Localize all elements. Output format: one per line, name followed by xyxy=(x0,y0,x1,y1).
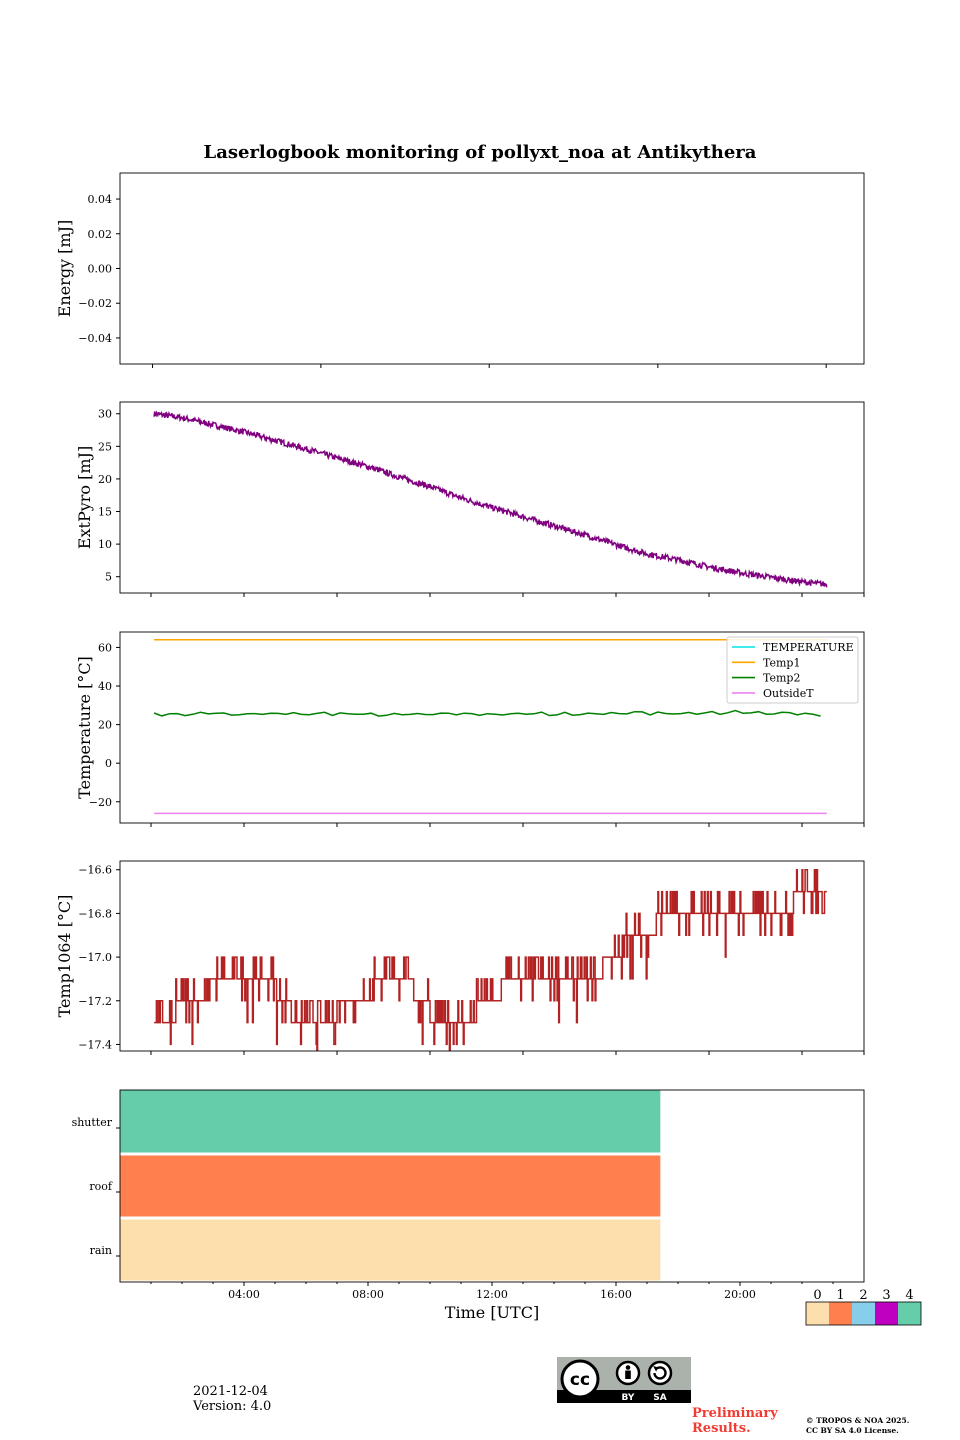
series-line-extpyro xyxy=(153,410,828,588)
series-group xyxy=(153,410,828,588)
y-tick-label: −16.8 xyxy=(78,907,112,920)
copyright-line-1: © TROPOS & NOA 2025. xyxy=(806,1416,910,1425)
y-tick-label: 0.00 xyxy=(88,263,113,276)
x-tick-label: 12:00 xyxy=(476,1288,508,1301)
colorbar-label-1: 1 xyxy=(836,1288,844,1303)
panel-extpyro: 5 10 15 20 25 30 ExtPyro [mJ] xyxy=(75,401,865,597)
y-axis-label: Energy [mJ] xyxy=(55,220,74,318)
y-tick-label: 25 xyxy=(98,440,112,453)
y-tick-label: 0 xyxy=(105,757,112,770)
colorbar-swatch-0 xyxy=(806,1302,829,1325)
row-label-shutter: shutter xyxy=(72,1116,113,1129)
series-line-temp1064 xyxy=(154,868,827,1051)
panel-temp1064: −17.4 −17.2 −17.0 −16.8 −16.6 Temp1064 [°C] xyxy=(55,860,865,1055)
y-tick-label: 20 xyxy=(98,719,112,732)
series-line-temp2 xyxy=(153,709,821,717)
series-group xyxy=(154,868,827,1051)
legend: TEMPERATURE Temp1 Temp2 OutsideT xyxy=(726,636,859,704)
y-axis-label: ExtPyro [mJ] xyxy=(75,446,94,549)
status-bar-rain xyxy=(120,1219,661,1281)
row-label-roof: roof xyxy=(89,1180,113,1193)
y-tick-label: −17.0 xyxy=(78,951,112,964)
y-axis-label: Temperature [°C] xyxy=(75,656,94,799)
y-tick-label: 0.02 xyxy=(88,228,113,241)
cc-by-label: BY xyxy=(622,1393,635,1403)
y-tick-label: −16.6 xyxy=(78,864,112,877)
axes-frame xyxy=(119,172,865,365)
series-group xyxy=(153,638,827,815)
panel-status: shutter roof rain 04:00 08:00 12:00 16:00 20:00… xyxy=(72,1089,922,1326)
y-tick-label: 40 xyxy=(98,680,112,693)
footer-version: Version: 4.0 xyxy=(193,1399,272,1414)
colorbar-swatch-4 xyxy=(898,1302,921,1325)
preliminary-line-2: Results. xyxy=(692,1421,751,1436)
x-tick-label: 08:00 xyxy=(352,1288,384,1301)
x-axis-label: Time [UTC] xyxy=(445,1303,539,1322)
legend-label-outsidet: OutsideT xyxy=(763,687,814,700)
colorbar-label-2: 2 xyxy=(859,1288,867,1303)
cc-by-sa-badge: cc BY SA xyxy=(557,1357,691,1403)
x-tick-label: 04:00 xyxy=(228,1288,260,1301)
y-tick-label: −17.4 xyxy=(78,1038,112,1051)
x-tick-label: 20:00 xyxy=(724,1288,756,1301)
status-bar-shutter xyxy=(120,1090,661,1153)
svg-text:cc: cc xyxy=(570,1370,590,1390)
legend-box xyxy=(726,636,859,704)
row-label-rain: rain xyxy=(90,1244,112,1257)
panel-temperature: −20 0 20 40 60 Temperature [°C] TEMPERATURE Tem… xyxy=(75,631,865,827)
preliminary-notice: Preliminary Results. xyxy=(692,1406,778,1436)
cc-sa-label: SA xyxy=(653,1393,666,1403)
colorbar-frame xyxy=(805,1301,922,1326)
footer-date-block: 2021-12-04 Version: 4.0 xyxy=(193,1384,271,1414)
y-tick-label: −17.2 xyxy=(78,995,112,1008)
colorbar-label-3: 3 xyxy=(882,1288,890,1303)
axes-frame xyxy=(119,401,865,594)
y-tick-label: 15 xyxy=(98,506,112,519)
axes-frame xyxy=(119,631,865,824)
x-tick-label: 16:00 xyxy=(600,1288,632,1301)
colorbar-swatch-1 xyxy=(829,1302,852,1325)
y-tick-label: 60 xyxy=(98,641,112,654)
legend-label-temp2: Temp2 xyxy=(763,672,800,685)
legend-label-temp1: Temp1 xyxy=(763,656,800,669)
y-tick-label: 0.04 xyxy=(88,193,113,206)
panel-energy: −0.04 −0.02 0.00 0.02 0.04 Energy [mJ] xyxy=(55,172,865,368)
footer-date: 2021-12-04 xyxy=(193,1384,268,1399)
y-tick-label: 5 xyxy=(105,571,112,584)
y-tick-label: 30 xyxy=(98,408,112,421)
y-tick-label: 20 xyxy=(98,473,112,486)
status-bar-roof xyxy=(120,1155,661,1217)
colorbar-swatch-3 xyxy=(875,1302,898,1325)
copyright-notice: © TROPOS & NOA 2025. CC BY SA 4.0 Licens… xyxy=(806,1416,909,1436)
y-tick-label: 10 xyxy=(98,538,112,551)
legend-label-temperature: TEMPERATURE xyxy=(763,641,854,654)
axes-frame xyxy=(119,1089,865,1283)
colorbar-label-0: 0 xyxy=(813,1288,821,1303)
axes-frame xyxy=(119,860,865,1052)
y-tick-label: −0.02 xyxy=(78,297,112,310)
preliminary-line-1: Preliminary xyxy=(692,1406,778,1421)
y-tick-label: −0.04 xyxy=(78,332,112,345)
copyright-line-2: CC BY SA 4.0 License. xyxy=(806,1426,899,1435)
colorbar-swatch-2 xyxy=(852,1302,875,1325)
figure-title: Laserlogbook monitoring of pollyxt_noa a… xyxy=(204,142,757,163)
y-axis-label: Temp1064 [°C] xyxy=(55,895,74,1018)
y-tick-label: −20 xyxy=(89,796,112,809)
colorbar-label-4: 4 xyxy=(905,1288,913,1303)
